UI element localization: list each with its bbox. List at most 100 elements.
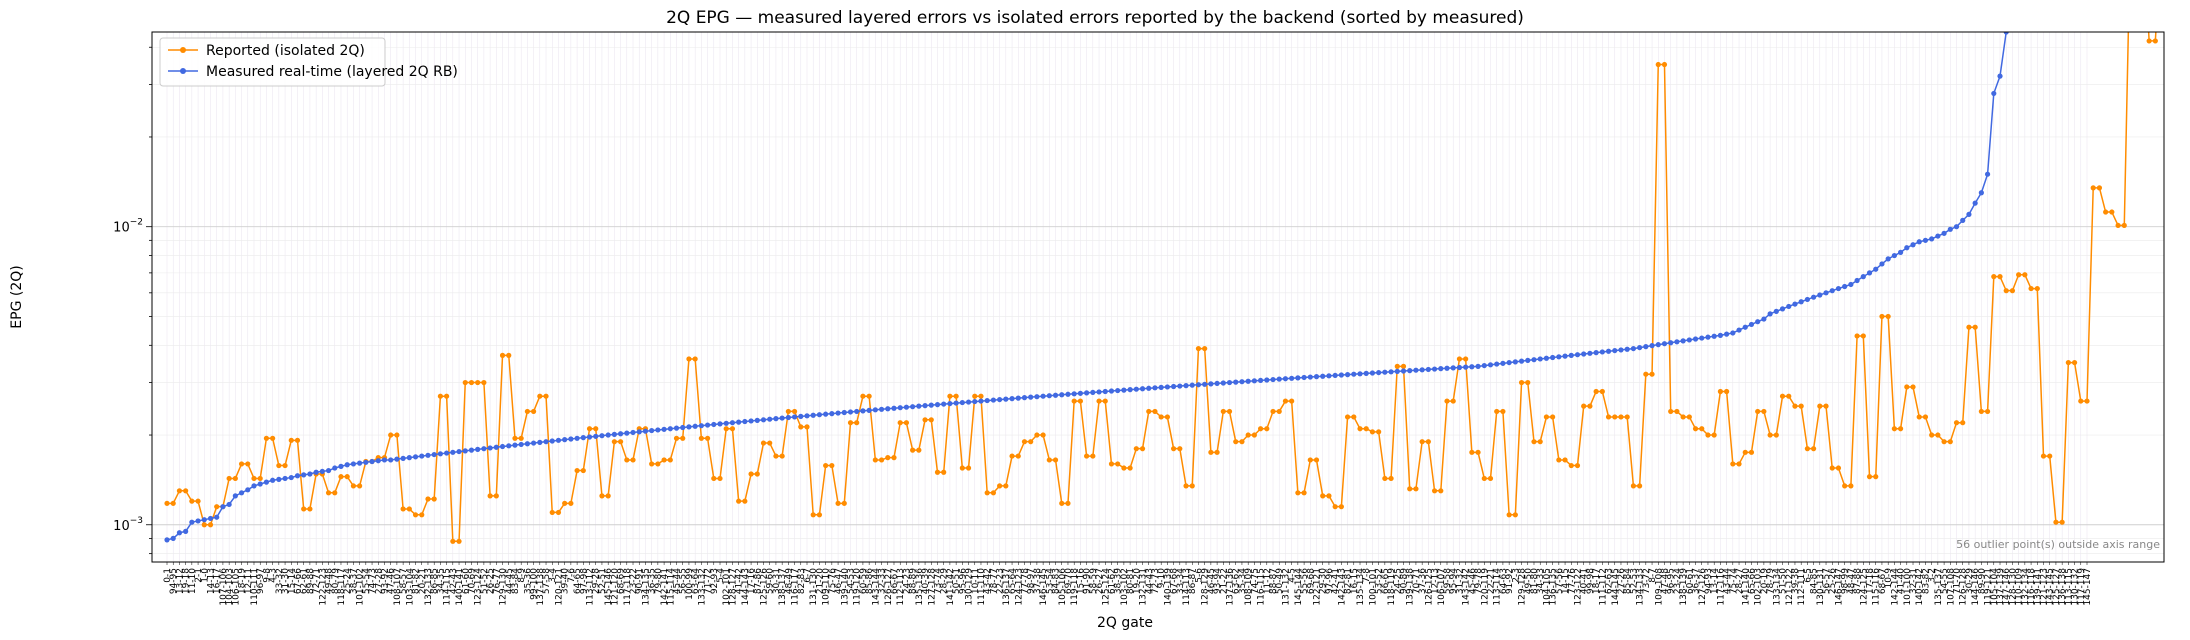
data-point-reported [1456, 356, 1463, 362]
data-point-reported [164, 500, 170, 506]
data-point-measured [1015, 395, 1021, 401]
data-point-measured [586, 434, 593, 440]
data-point-measured [1891, 252, 1897, 259]
data-point-measured [1469, 364, 1475, 370]
data-point-reported [1773, 432, 1779, 438]
data-point-measured [1376, 369, 1382, 376]
data-point-measured [984, 397, 990, 404]
x-tick-label: 96-97 [256, 568, 266, 594]
data-point-measured [1730, 330, 1736, 336]
data-point-reported [1879, 313, 1885, 320]
data-point-reported [543, 393, 549, 399]
data-point-measured [1071, 391, 1077, 397]
data-point-measured [1338, 372, 1344, 378]
x-tick-label: 17-16 [747, 568, 757, 594]
data-point-measured [1649, 343, 1655, 349]
data-point-measured [1581, 351, 1587, 357]
data-point-measured [1438, 366, 1444, 372]
data-point-reported [698, 435, 704, 441]
data-point-reported [1276, 408, 1282, 415]
data-point-measured [350, 461, 357, 467]
data-point-reported [1438, 488, 1444, 494]
data-point-measured [475, 446, 481, 452]
data-point-reported [1115, 461, 1121, 467]
x-tick-label: 98-97 [1027, 568, 1037, 594]
x-tick-label: 140-142 [1915, 568, 1925, 606]
x-tick-label: 77-76 [1567, 568, 1577, 594]
data-point-reported [1289, 398, 1295, 404]
data-point-measured [2003, 32, 2009, 35]
data-point-measured [1848, 281, 1854, 288]
data-point-measured [1854, 277, 1860, 284]
x-tick-label: 128-129 [1201, 568, 1211, 606]
data-point-reported [1102, 398, 1108, 404]
data-point-reported [388, 432, 394, 438]
x-tick-label: 30-29 [1965, 568, 1975, 594]
x-tick-label: 137-136 [1226, 568, 1236, 606]
data-point-measured [499, 443, 506, 450]
x-tick-label: 16-15 [1350, 568, 1360, 594]
x-tick-label: 72-71 [312, 568, 322, 594]
data-point-reported [754, 471, 760, 477]
data-point-measured [928, 402, 934, 408]
data-point-reported [947, 393, 953, 399]
data-point-measured [214, 514, 220, 520]
x-tick-label: 39-40 [561, 568, 571, 594]
data-point-reported [941, 469, 947, 475]
data-point-reported [2016, 272, 2022, 278]
x-tick-label: 106-105 [231, 568, 241, 606]
data-point-measured [1686, 337, 1692, 343]
x-tick-label: 101-102 [356, 568, 366, 606]
x-tick-label: 61-60 [461, 568, 471, 594]
data-point-reported [1935, 432, 1941, 438]
data-point-measured [456, 448, 462, 455]
data-point-measured [1456, 364, 1463, 371]
x-tick-label: 144-143 [741, 568, 751, 606]
data-point-measured [866, 407, 872, 413]
x-tick-label: 34-33 [1536, 568, 1546, 594]
data-point-reported [2152, 38, 2158, 44]
data-point-reported [412, 512, 419, 518]
data-point-reported [1941, 439, 1947, 445]
data-point-reported [1202, 345, 1208, 352]
data-point-measured [562, 437, 568, 443]
x-tick-label: 11-10 [188, 568, 198, 594]
x-tick-label: 30-31 [772, 568, 782, 594]
data-point-reported [555, 509, 562, 516]
data-point-measured [487, 445, 493, 451]
data-point-measured [1786, 303, 1792, 310]
data-point-measured [897, 405, 903, 411]
x-tick-label: 90-91 [635, 568, 645, 594]
data-point-reported [1195, 345, 1202, 352]
data-point-reported [1171, 446, 1177, 452]
data-point-reported [1897, 426, 1904, 432]
data-point-measured [238, 490, 245, 496]
x-tick-label: 25-26 [1828, 568, 1838, 594]
data-point-reported [1916, 414, 1922, 420]
x-tick-label: 73-74 [933, 568, 943, 594]
x-tick-label: 20-19 [1760, 568, 1770, 594]
data-point-reported [1661, 61, 1668, 68]
x-tick-label: 84-83 [1052, 568, 1062, 594]
data-point-measured [1202, 381, 1208, 387]
data-point-measured [1755, 319, 1761, 325]
data-point-measured [580, 435, 586, 441]
x-tick-label: 3-4 [548, 568, 558, 583]
data-point-measured [512, 442, 518, 448]
data-point-reported [773, 453, 779, 459]
x-tick-label: 55-54 [362, 568, 372, 594]
data-point-reported [1755, 408, 1761, 415]
data-point-measured [878, 406, 885, 412]
x-tick-label: 107-106 [219, 568, 229, 606]
data-point-reported [1338, 504, 1344, 510]
data-point-reported [1792, 403, 1798, 409]
data-point-reported [990, 490, 997, 496]
data-point-measured [1034, 394, 1040, 400]
x-tick-label: 103-104 [405, 568, 415, 606]
data-point-measured [649, 427, 655, 434]
data-point-reported [1084, 453, 1090, 459]
data-point-measured [655, 427, 661, 433]
data-point-reported [1860, 333, 1866, 339]
data-point-reported [767, 440, 773, 446]
data-point-measured [518, 441, 524, 448]
